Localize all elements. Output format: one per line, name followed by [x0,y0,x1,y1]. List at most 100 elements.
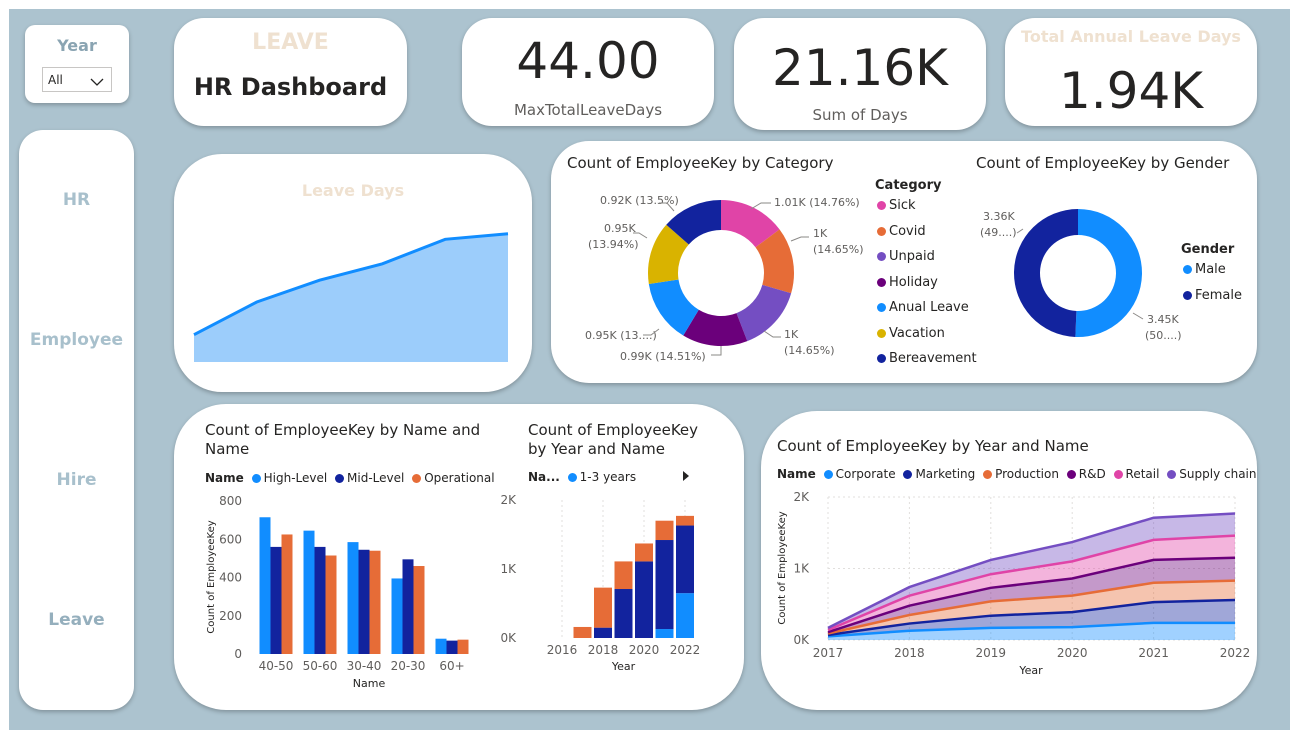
legend-item-covid[interactable]: Covid [875,224,977,250]
legend-item-retail[interactable]: Retail [1110,467,1159,481]
legend-dot [903,470,913,479]
legend-item-supply-chain[interactable]: Supply chain [1163,467,1256,481]
legend-dot [567,473,577,482]
x-tick-label: 2018 [588,643,619,657]
bar [369,550,381,654]
legend-next-arrow-icon[interactable] [683,471,689,481]
x-tick-label: 2020 [1057,646,1088,660]
stacked-bar-segment [655,629,674,638]
series-line [827,579,1236,635]
bar [435,638,447,654]
leader-line [643,328,660,336]
legend-item-rd[interactable]: R&D [1063,467,1106,481]
category-slice [648,279,699,336]
chevron-down-icon [90,72,104,91]
x-tick-label: 2022 [670,643,701,657]
title-card: LEAVE HR Dashboard [174,18,407,126]
chart-title-category: Count of EmployeeKey by Category [567,154,834,172]
page-title: HR Dashboard [193,73,388,101]
stacked-bar-segment [614,589,633,638]
series-line [827,512,1236,629]
y-tick-label: 400 [219,571,242,585]
category-slice [666,200,721,245]
gender-data-label: 3.45K [1147,313,1179,326]
legend-dot [877,226,886,236]
chart-title-age: Count of EmployeeKey by Name and Name [205,421,481,458]
legend-item-unpaid[interactable]: Unpaid [875,249,977,275]
bar [314,546,326,654]
leave-days-chart[interactable]: Leave Days [174,154,532,392]
legend-item-operational[interactable]: Operational [408,471,495,485]
category-gender-panel: Count of EmployeeKey by Category Count o… [551,141,1257,383]
gender-data-label: 3.36K [983,210,1015,223]
legend-title: Gender [1181,242,1235,257]
legend-item-production[interactable]: Production [979,467,1059,481]
legend-title: Category [875,178,942,193]
legend-item-vacation[interactable]: Vacation [875,326,977,352]
age-legend: Name High-Level Mid-Level Operational [205,471,495,485]
y-tick-label: 800 [219,494,242,508]
chart-title-gender: Count of EmployeeKey by Gender [976,154,1230,172]
leader-line [1016,228,1024,234]
bar [402,559,414,654]
leader-line [711,346,722,356]
area-band [828,557,1235,634]
stacked-bar-segment [573,626,592,638]
kpi-value: 1.94K [1058,62,1204,120]
category-data-label: 1.01K (14.76%) [774,196,860,209]
year-stacked-plot[interactable]: 0K 1K 2K 2016 2018 2020 2022 Year [484,404,744,710]
legend-dot [877,252,886,261]
leader-line [750,202,771,210]
slicer-title: Year [57,36,97,55]
nav-item-hire[interactable]: Hire [56,470,97,490]
area-band [828,535,1235,633]
category-data-label: (13.94%) [588,238,639,251]
bar [270,546,282,654]
legend-item-marketing[interactable]: Marketing [899,467,975,481]
year-area-panel: Count of EmployeeKey by Year and Name Na… [761,411,1257,710]
category-data-label: 0.92K (13.5%) [600,194,679,207]
legend-item-corporate[interactable]: Corporate [820,467,896,481]
kpi-card-annual-leave: Total Annual Leave Days 1.94K [1005,18,1257,126]
legend-item-mid-level[interactable]: Mid-Level [331,471,404,485]
legend-item-bereavement[interactable]: Bereavement [875,351,977,377]
legend-item-high-level[interactable]: High-Level [248,471,327,485]
year-slicer[interactable]: Year All [25,25,129,103]
bar-charts-panel: Count of EmployeeKey by Name and Name Na… [174,404,744,710]
year-dropdown[interactable]: All [42,67,112,92]
category-data-label: 0.95K [604,222,636,235]
year-dropdown-value: All [48,73,63,87]
gender-legend: Gender Male Female [1181,242,1242,313]
legend-item-male[interactable]: Male [1181,262,1242,288]
leader-line [763,330,781,338]
kpi-value: 44.00 [516,32,660,90]
age-bar-plot[interactable]: 0 200 400 600 800 40-50 50-60 30-40 20-30 60+ Name… [174,404,484,710]
x-tick-label: 2019 [976,646,1007,660]
legend-dot [412,474,422,483]
legend-item-female[interactable]: Female [1181,288,1242,314]
series-line [827,598,1236,637]
x-axis-title: Name [353,677,386,690]
stacked-bar-segment [676,593,694,638]
y-tick-label: 0K [793,633,810,647]
nav-item-employee[interactable]: Employee [29,330,124,350]
bar [347,542,359,654]
kpi-value: 21.16K [772,39,948,97]
bar [358,549,370,654]
legend-item-sick[interactable]: Sick [875,198,977,224]
gender-data-label: (49....) [980,226,1017,239]
x-tick-label: 2022 [1220,646,1251,660]
x-tick-label: 40-50 [259,659,294,673]
legend-item-holiday[interactable]: Holiday [875,275,977,301]
bar [281,534,293,654]
y-tick-label: 1K [500,562,517,576]
nav-item-hr[interactable]: HR [62,190,91,210]
gender-slice [1075,209,1143,337]
legend-item-1-3-years[interactable]: 1-3 years [564,470,636,484]
y-tick-label: 0 [234,647,242,661]
category-data-label: 1K [784,328,799,341]
legend-item-anual-leave[interactable]: Anual Leave [875,300,977,326]
nav-item-leave[interactable]: Leave [48,610,105,630]
category-donut[interactable]: 1.01K (14.76%) 1K (14.65%) 1K (14.65%) 0… [551,141,1257,383]
